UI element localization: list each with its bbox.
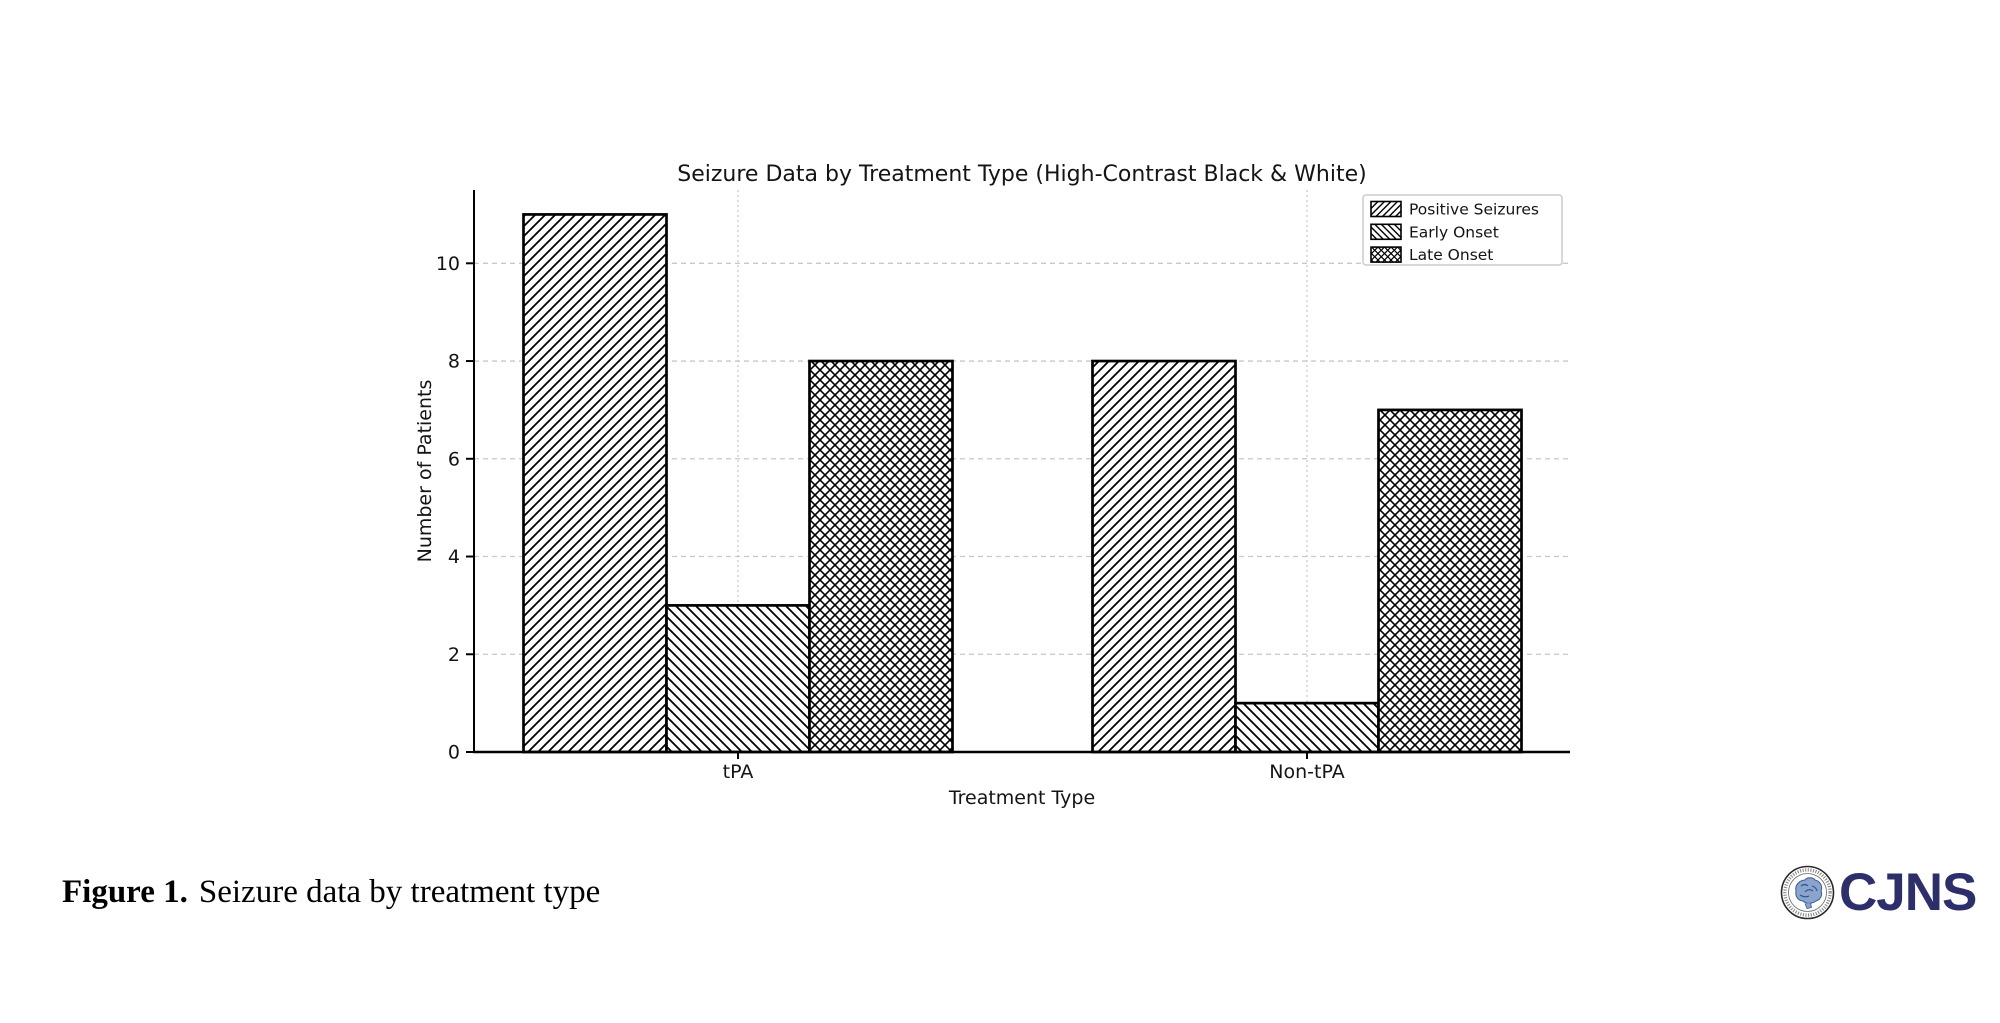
figure-caption: Figure 1. Seizure data by treatment type xyxy=(62,874,600,911)
bar-tpa-late-onset xyxy=(808,359,954,754)
y-tick-label-2: 2 xyxy=(448,644,460,666)
figure-caption-label: Figure 1. xyxy=(62,874,188,910)
y-tick-label-0: 0 xyxy=(448,742,460,764)
y-axis-label: Number of Patients xyxy=(414,380,436,563)
y-tick-label-6: 6 xyxy=(448,448,460,470)
x-tick-label-tpa: tPA xyxy=(723,761,754,783)
legend-swatch-positive-seizures xyxy=(1370,200,1402,218)
journal-logo-text: CJNS xyxy=(1839,863,1977,922)
legend-label-late-onset: Late Onset xyxy=(1409,246,1493,264)
x-axis-label: Treatment Type xyxy=(948,787,1095,809)
bar-non-tpa-late-onset xyxy=(1377,408,1523,754)
legend-label-early-onset: Early Onset xyxy=(1409,223,1499,241)
bar-non-tpa-positive-seizures xyxy=(1091,359,1237,754)
chart-title: Seizure Data by Treatment Type (High-Con… xyxy=(677,162,1366,187)
y-axis-ticks: 0 2 4 6 8 10 xyxy=(436,253,474,764)
legend-swatch-early-onset xyxy=(1370,223,1402,241)
cjns-emblem-icon xyxy=(1780,865,1835,920)
figure-caption-text: Seizure data by treatment type xyxy=(198,874,601,910)
y-tick-label-4: 4 xyxy=(448,546,460,568)
bars xyxy=(522,213,1523,754)
x-axis-ticks: tPA Non-tPA xyxy=(723,752,1345,783)
legend-box xyxy=(1362,194,1563,266)
legend: Positive Seizures Early Onset Late Onset xyxy=(1362,194,1563,266)
x-tick-label-non-tpa: Non-tPA xyxy=(1269,761,1344,783)
bar-non-tpa-early-onset xyxy=(1234,701,1380,754)
y-tick-label-8: 8 xyxy=(448,351,460,373)
bar-tpa-early-onset xyxy=(665,604,811,754)
legend-swatch-late-onset xyxy=(1370,246,1402,263)
y-tick-label-10: 10 xyxy=(436,253,460,275)
brain-icon xyxy=(1795,877,1823,904)
bar-tpa-positive-seizures xyxy=(522,213,668,754)
legend-label-positive-seizures: Positive Seizures xyxy=(1409,201,1539,219)
journal-logo: CJNS xyxy=(1779,863,1977,922)
